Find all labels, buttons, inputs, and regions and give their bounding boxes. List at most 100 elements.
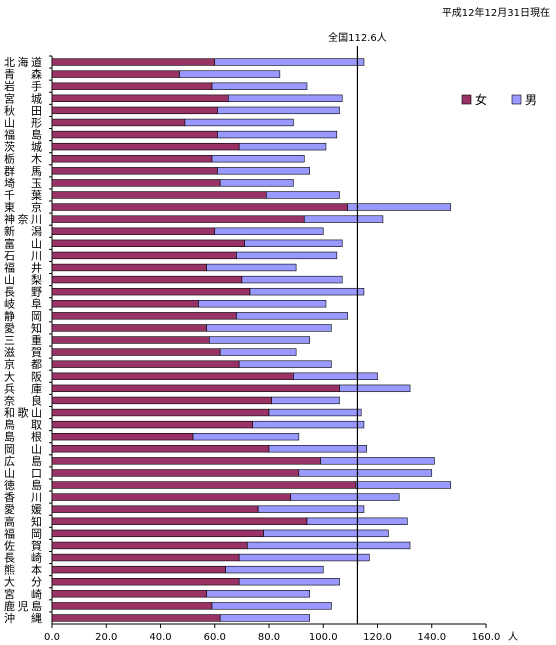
category-label: 茨城: [4, 140, 42, 154]
bar-female: [51, 70, 180, 78]
category-label: 静岡: [4, 309, 42, 323]
bar-male: [217, 130, 338, 139]
x-tick-label: 80.0: [258, 632, 280, 643]
bar-male: [298, 469, 433, 477]
category-label: 福井: [4, 260, 42, 274]
bar-male: [303, 215, 384, 223]
bar-male: [320, 457, 435, 465]
bar-male: [184, 118, 294, 127]
bar-female: [51, 312, 237, 320]
bar-female: [51, 215, 305, 223]
legend-label-male: 男: [525, 93, 537, 107]
category-label: 宮城: [4, 91, 42, 105]
bar-female: [51, 360, 240, 368]
x-tick-label: 20.0: [95, 632, 117, 643]
category-label: 秋田: [4, 103, 42, 117]
bar-female: [51, 384, 340, 393]
bar-female: [51, 287, 251, 296]
category-label: 三重: [4, 333, 42, 347]
category-label: 香川: [4, 491, 42, 504]
x-unit: 人: [508, 631, 518, 643]
bar-female: [51, 336, 210, 344]
bar-male: [241, 275, 343, 284]
bar-male: [211, 155, 305, 163]
bar-male: [263, 529, 389, 538]
bar-male: [228, 94, 343, 102]
category-label: 埼玉: [4, 176, 42, 190]
bar-male: [211, 82, 308, 90]
bar-male: [219, 348, 297, 356]
category-label: 島根: [4, 430, 42, 444]
bar-female: [51, 275, 243, 284]
legend-swatch-female: [461, 94, 472, 105]
bar-female: [51, 348, 221, 356]
bar-female: [51, 130, 218, 139]
category-label: 岡山: [4, 443, 42, 456]
bar-male: [214, 58, 365, 66]
bar-male: [236, 312, 348, 320]
bar-female: [51, 614, 221, 622]
category-label: 栃木: [4, 152, 42, 166]
category-label: 神奈川: [4, 212, 42, 226]
bar-female: [51, 106, 218, 115]
x-tick-label: 0.0: [44, 632, 60, 643]
category-label: 福島: [4, 128, 42, 142]
bars: [51, 58, 452, 622]
bar-male: [192, 432, 300, 441]
category-label: 北海道: [4, 55, 42, 69]
category-label: 高知: [4, 514, 42, 528]
reference-line-label: 全国112.6人: [328, 31, 387, 44]
category-label: 愛知: [4, 321, 42, 335]
x-tick-label: 140.0: [417, 632, 446, 643]
category-label: 山形: [4, 116, 42, 129]
legend-swatch-male: [511, 94, 522, 105]
bar-male: [225, 565, 324, 574]
category-label: 千葉: [4, 188, 42, 202]
bar-female: [51, 445, 270, 453]
bar-male: [206, 263, 297, 272]
category-label: 大阪: [4, 369, 42, 383]
bar-male: [238, 578, 340, 586]
category-label: 徳島: [4, 478, 42, 492]
bar-male: [217, 106, 340, 115]
bar-male: [209, 336, 310, 344]
bar-male: [244, 239, 343, 248]
bar-female: [51, 493, 291, 501]
category-label: 東京: [4, 200, 42, 214]
bar-male: [293, 372, 378, 380]
bar-female: [51, 142, 240, 151]
bar-male: [238, 142, 327, 151]
bar-male: [238, 360, 332, 368]
category-label: 青森: [4, 67, 42, 81]
bar-female: [51, 529, 264, 538]
bar-female: [51, 191, 267, 199]
category-label: 鹿児島: [4, 599, 42, 613]
x-tick-label: 40.0: [149, 632, 171, 643]
bar-male: [238, 553, 370, 562]
category-label: 富山: [4, 236, 42, 250]
reference-line-group: 全国112.6人: [328, 31, 387, 624]
bar-female: [51, 578, 240, 586]
bar-female: [51, 457, 321, 465]
bar-female: [51, 118, 186, 127]
bar-female: [51, 251, 237, 260]
bar-female: [51, 420, 254, 429]
category-label: 岩手: [4, 79, 42, 93]
category-label: 山口: [4, 467, 42, 480]
category-label: 群馬: [4, 164, 42, 178]
category-label: 新潟: [4, 224, 42, 238]
bar-female: [51, 227, 216, 235]
category-label: 宮崎: [4, 587, 42, 601]
x-tick-label: 160.0: [472, 632, 501, 643]
bar-male: [257, 505, 365, 513]
bar-female: [51, 324, 207, 332]
bar-male: [198, 300, 327, 308]
category-label: 奈良: [4, 393, 42, 407]
category-label: 京都: [4, 357, 42, 371]
bar-female: [51, 396, 273, 405]
x-tick-label: 60.0: [204, 632, 226, 643]
bar-male: [179, 70, 281, 78]
bar-female: [51, 432, 194, 441]
bar-female: [51, 239, 245, 248]
